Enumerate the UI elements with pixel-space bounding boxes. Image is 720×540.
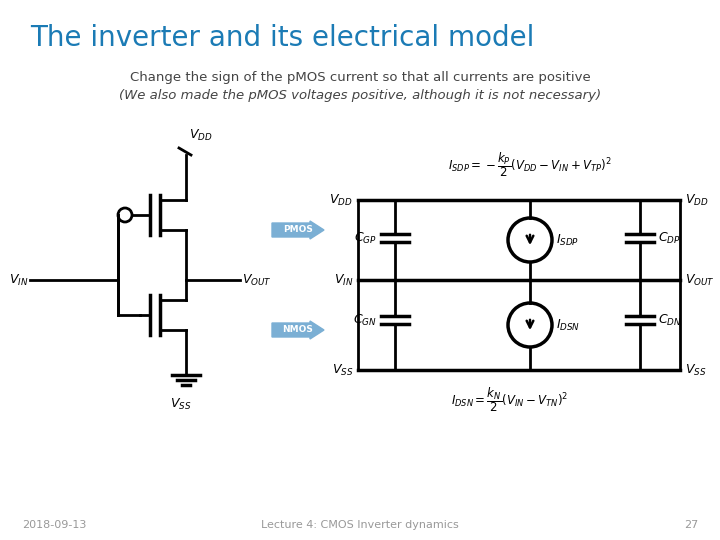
Text: $I_{DSN} = \dfrac{k_N}{2}(V_{IN} - V_{TN})^2$: $I_{DSN} = \dfrac{k_N}{2}(V_{IN} - V_{TN… xyxy=(451,386,569,414)
Text: $V_{OUT}$: $V_{OUT}$ xyxy=(685,273,715,287)
Text: $V_{SS}$: $V_{SS}$ xyxy=(332,362,353,377)
Text: $I_{SDP}$: $I_{SDP}$ xyxy=(556,232,580,247)
Text: $V_{SS}$: $V_{SS}$ xyxy=(171,397,192,412)
Text: 27: 27 xyxy=(684,520,698,530)
Text: $V_{DD}$: $V_{DD}$ xyxy=(685,192,708,207)
Text: $V_{DD}$: $V_{DD}$ xyxy=(329,192,353,207)
Text: $V_{DD}$: $V_{DD}$ xyxy=(189,128,212,143)
Text: $V_{IN}$: $V_{IN}$ xyxy=(333,273,353,287)
Text: $V_{IN}$: $V_{IN}$ xyxy=(9,273,28,287)
Text: $C_{DP}$: $C_{DP}$ xyxy=(658,231,680,246)
Text: PMOS: PMOS xyxy=(283,226,313,234)
Text: $C_{DN}$: $C_{DN}$ xyxy=(658,313,682,328)
Text: The inverter and its electrical model: The inverter and its electrical model xyxy=(30,24,534,52)
Text: $V_{SS}$: $V_{SS}$ xyxy=(685,362,706,377)
Text: Change the sign of the pMOS current so that all currents are positive: Change the sign of the pMOS current so t… xyxy=(130,71,590,84)
Text: $C_{GN}$: $C_{GN}$ xyxy=(354,313,377,328)
Text: $C_{GP}$: $C_{GP}$ xyxy=(354,231,377,246)
Text: $I_{SDP} = -\dfrac{k_P}{2}(V_{DD} - V_{IN} + V_{TP})^2$: $I_{SDP} = -\dfrac{k_P}{2}(V_{DD} - V_{I… xyxy=(448,151,612,179)
Text: 2018-09-13: 2018-09-13 xyxy=(22,520,86,530)
Text: $I_{DSN}$: $I_{DSN}$ xyxy=(556,318,580,333)
Text: NMOS: NMOS xyxy=(282,326,313,334)
FancyArrow shape xyxy=(272,221,324,239)
FancyArrow shape xyxy=(272,321,324,339)
Text: $V_{OUT}$: $V_{OUT}$ xyxy=(242,273,271,287)
Text: (We also made the pMOS voltages positive, although it is not necessary): (We also made the pMOS voltages positive… xyxy=(119,89,601,102)
Text: Lecture 4: CMOS Inverter dynamics: Lecture 4: CMOS Inverter dynamics xyxy=(261,520,459,530)
